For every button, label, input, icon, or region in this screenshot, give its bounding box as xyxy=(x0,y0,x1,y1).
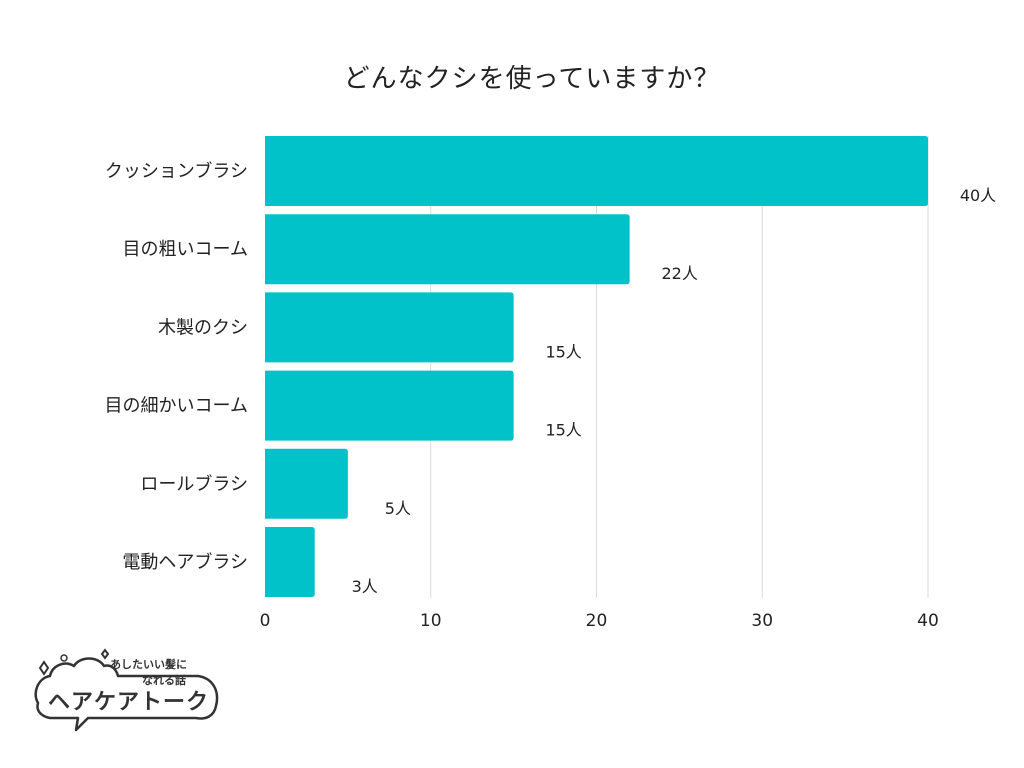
x-tick-label: 10 xyxy=(420,611,442,631)
x-axis-ticks: 0 10 20 30 40 xyxy=(260,611,939,631)
bar xyxy=(265,136,928,206)
data-label: 15人 xyxy=(545,421,581,440)
sparkle-icon-small xyxy=(100,648,110,660)
x-tick-label: 40 xyxy=(917,611,939,631)
logo-tagline-line2: なれる話 xyxy=(142,674,186,687)
brand-logo xyxy=(34,648,219,732)
category-label: 電動ヘアブラシ xyxy=(122,551,248,573)
category-label: 目の細かいコーム xyxy=(105,396,248,417)
data-label: 40人 xyxy=(960,186,996,205)
x-tick-label: 30 xyxy=(751,611,773,631)
category-label: クッションブラシ xyxy=(105,160,248,182)
gridlines xyxy=(430,136,929,598)
bar xyxy=(265,448,348,519)
category-label: 目の粗いコーム xyxy=(123,239,248,260)
category-label: 木製のクシ xyxy=(158,317,248,338)
bubble-icon xyxy=(60,654,68,662)
bars xyxy=(265,136,928,597)
data-label: 3人 xyxy=(352,577,378,596)
bar xyxy=(265,292,514,363)
data-label: 22人 xyxy=(661,264,697,283)
bar xyxy=(265,370,514,441)
data-label: 15人 xyxy=(545,342,581,361)
data-labels: 40人 22人 15人 15人 5人 3人 xyxy=(352,186,997,596)
chart-title: どんなクシを使っていますか？ xyxy=(343,64,721,94)
logo-name: ヘアケアトーク xyxy=(48,690,210,715)
sparkle-icon xyxy=(38,660,50,676)
x-tick-label: 20 xyxy=(586,611,608,631)
logo-tagline: あしたいい髪に xyxy=(110,658,187,671)
data-label: 5人 xyxy=(385,499,411,518)
speech-cloud-icon xyxy=(34,657,219,732)
category-label: ロールブラシ xyxy=(140,473,248,495)
bar xyxy=(265,214,630,285)
category-labels: クッションブラシ目の粗いコーム木製のクシ目の細かいコームロールブラシ電動ヘアブラ… xyxy=(105,160,248,573)
bar xyxy=(265,527,315,597)
x-tick-label: 0 xyxy=(260,611,271,631)
